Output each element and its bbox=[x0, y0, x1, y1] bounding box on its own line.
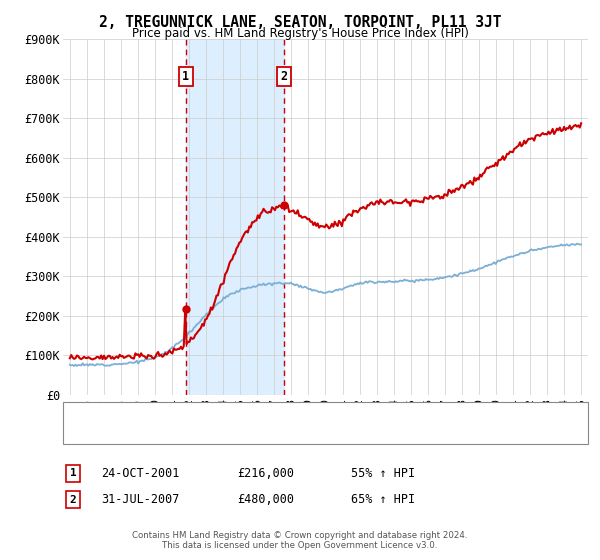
Text: 2, TREGUNNICK LANE, SEATON, TORPOINT, PL11 3JT: 2, TREGUNNICK LANE, SEATON, TORPOINT, PL… bbox=[99, 15, 501, 30]
Bar bbox=[186, 39, 284, 395]
Text: 65% ↑ HPI: 65% ↑ HPI bbox=[351, 493, 415, 506]
Text: Contains HM Land Registry data © Crown copyright and database right 2024.
This d: Contains HM Land Registry data © Crown c… bbox=[132, 531, 468, 550]
Text: 2: 2 bbox=[70, 494, 77, 505]
Text: £480,000: £480,000 bbox=[237, 493, 294, 506]
Text: Price paid vs. HM Land Registry's House Price Index (HPI): Price paid vs. HM Land Registry's House … bbox=[131, 27, 469, 40]
Text: £216,000: £216,000 bbox=[237, 466, 294, 480]
Text: HPI: Average price, detached house, Cornwall: HPI: Average price, detached house, Corn… bbox=[106, 427, 392, 437]
Text: 31-JUL-2007: 31-JUL-2007 bbox=[101, 493, 179, 506]
Text: 1: 1 bbox=[70, 468, 77, 478]
Text: 55% ↑ HPI: 55% ↑ HPI bbox=[351, 466, 415, 480]
Text: 2: 2 bbox=[281, 70, 288, 83]
Text: 2, TREGUNNICK LANE, SEATON, TORPOINT, PL11 3JT (detached house): 2, TREGUNNICK LANE, SEATON, TORPOINT, PL… bbox=[106, 408, 515, 418]
Text: 24-OCT-2001: 24-OCT-2001 bbox=[101, 466, 179, 480]
Text: 1: 1 bbox=[182, 70, 190, 83]
